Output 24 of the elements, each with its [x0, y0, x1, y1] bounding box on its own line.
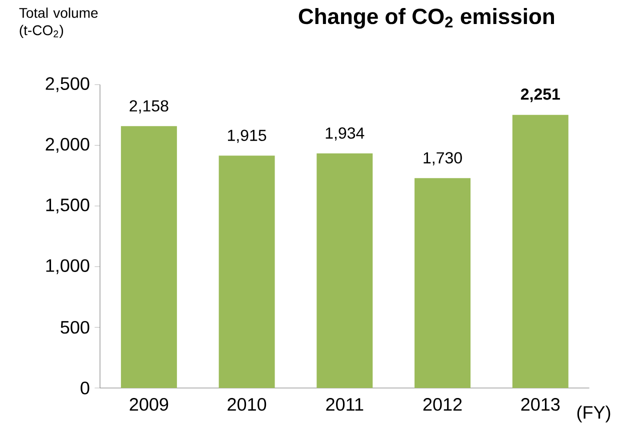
y-tick-label: 0	[80, 382, 90, 394]
y-tick-label: 1,500	[46, 198, 90, 214]
x-tick-label: 2009	[130, 398, 168, 411]
bar	[414, 178, 471, 388]
data-label: 1,730	[424, 152, 462, 166]
y-axis-title: Total volume (t-CO$_{2}$)	[19, 8, 98, 38]
bar	[512, 114, 568, 388]
data-label: 1,934	[326, 127, 364, 141]
x-axis-title: (FY)	[577, 406, 610, 422]
x-tick-label: 2013	[521, 398, 560, 411]
x-tick-label: 2011	[326, 398, 364, 411]
chart-title: Change of CO$_{2}$ emission	[298, 8, 554, 29]
data-label: 2,251	[520, 88, 560, 102]
bar	[120, 126, 177, 388]
data-label: 1,915	[228, 130, 266, 143]
x-tick-label: 2012	[423, 398, 462, 411]
y-tick-label: 1,000	[46, 259, 90, 274]
bar	[316, 153, 373, 388]
data-label: 2,158	[130, 100, 168, 114]
y-tick-label: 2,500	[46, 77, 90, 92]
y-tick-label: 2,000	[46, 138, 90, 153]
y-tick-label: 500	[60, 320, 90, 334]
x-tick-label: 2010	[228, 398, 266, 411]
bar	[218, 156, 275, 388]
